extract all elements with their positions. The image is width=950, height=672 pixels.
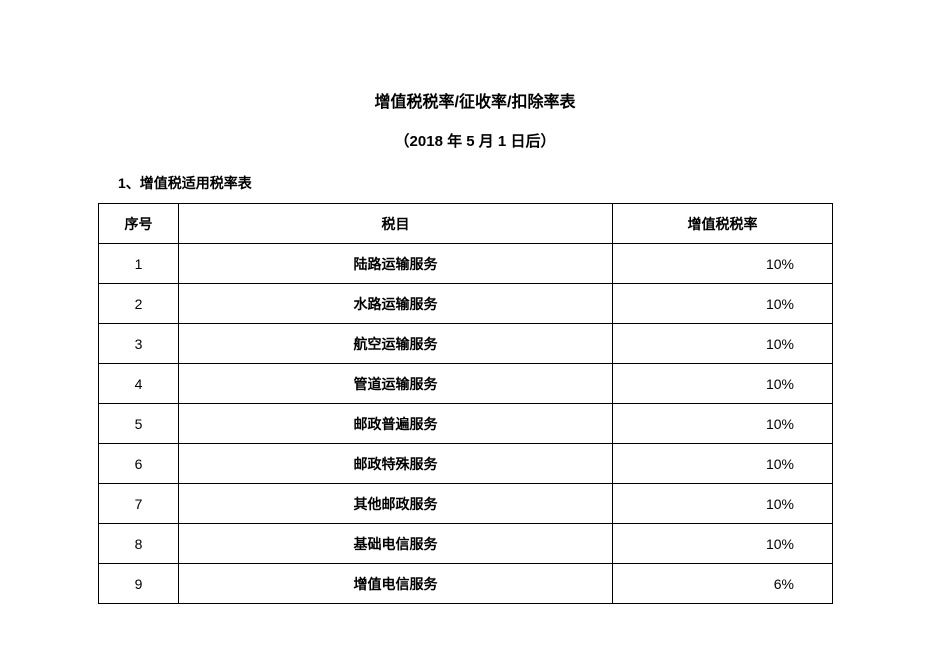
cell-item: 水路运输服务 — [179, 284, 613, 324]
cell-item: 基础电信服务 — [179, 524, 613, 564]
cell-seq: 2 — [99, 284, 179, 324]
table-row: 8基础电信服务10% — [99, 524, 833, 564]
cell-seq: 7 — [99, 484, 179, 524]
document-page: 增值税税率/征收率/扣除率表 （2018 年 5 月 1 日后） 1、增值税适用… — [0, 0, 950, 604]
cell-rate: 10% — [613, 444, 833, 484]
cell-rate: 10% — [613, 364, 833, 404]
cell-item: 增值电信服务 — [179, 564, 613, 604]
cell-item: 邮政特殊服务 — [179, 444, 613, 484]
cell-seq: 8 — [99, 524, 179, 564]
cell-seq: 1 — [99, 244, 179, 284]
cell-item: 管道运输服务 — [179, 364, 613, 404]
table-row: 6邮政特殊服务10% — [99, 444, 833, 484]
table-header-row: 序号 税目 增值税税率 — [99, 204, 833, 244]
cell-seq: 3 — [99, 324, 179, 364]
col-header-item: 税目 — [179, 204, 613, 244]
cell-seq: 4 — [99, 364, 179, 404]
vat-rate-table: 序号 税目 增值税税率 1陆路运输服务10%2水路运输服务10%3航空运输服务1… — [98, 203, 833, 604]
cell-item: 陆路运输服务 — [179, 244, 613, 284]
cell-seq: 9 — [99, 564, 179, 604]
table-row: 4管道运输服务10% — [99, 364, 833, 404]
cell-item: 航空运输服务 — [179, 324, 613, 364]
col-header-rate: 增值税税率 — [613, 204, 833, 244]
cell-seq: 6 — [99, 444, 179, 484]
cell-rate: 10% — [613, 484, 833, 524]
table-row: 3航空运输服务10% — [99, 324, 833, 364]
table-row: 7其他邮政服务10% — [99, 484, 833, 524]
table-row: 5邮政普遍服务10% — [99, 404, 833, 444]
col-header-seq: 序号 — [99, 204, 179, 244]
table-row: 1陆路运输服务10% — [99, 244, 833, 284]
cell-rate: 6% — [613, 564, 833, 604]
cell-seq: 5 — [99, 404, 179, 444]
cell-rate: 10% — [613, 404, 833, 444]
cell-rate: 10% — [613, 524, 833, 564]
document-subtitle: （2018 年 5 月 1 日后） — [0, 130, 950, 151]
table-row: 9增值电信服务6% — [99, 564, 833, 604]
table-body: 1陆路运输服务10%2水路运输服务10%3航空运输服务10%4管道运输服务10%… — [99, 244, 833, 604]
document-title: 增值税税率/征收率/扣除率表 — [0, 88, 950, 112]
cell-item: 邮政普遍服务 — [179, 404, 613, 444]
table-row: 2水路运输服务10% — [99, 284, 833, 324]
cell-rate: 10% — [613, 244, 833, 284]
cell-item: 其他邮政服务 — [179, 484, 613, 524]
section-heading: 1、增值税适用税率表 — [118, 173, 950, 193]
cell-rate: 10% — [613, 284, 833, 324]
cell-rate: 10% — [613, 324, 833, 364]
